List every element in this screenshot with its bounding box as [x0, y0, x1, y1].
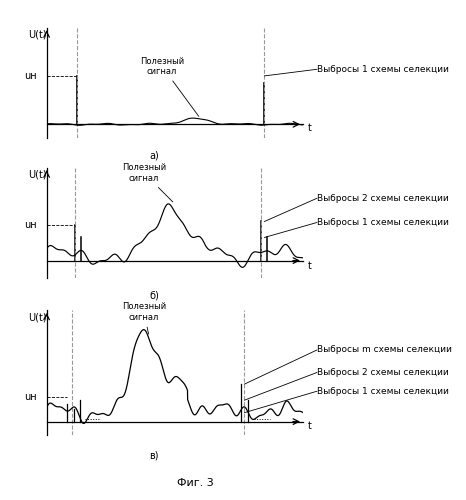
Text: Полезный
сигнал: Полезный сигнал — [140, 56, 199, 116]
Text: Выбросы m схемы селекции: Выбросы m схемы селекции — [317, 346, 452, 354]
Text: Выбросы 2 схемы селекции: Выбросы 2 схемы селекции — [317, 368, 449, 377]
Text: Выбросы 1 схемы селекции: Выбросы 1 схемы селекции — [317, 387, 449, 396]
Text: Выбросы 2 схемы селекции: Выбросы 2 схемы селекции — [317, 194, 449, 203]
Text: t: t — [308, 124, 312, 134]
Text: U(t): U(t) — [28, 312, 47, 322]
Text: Выбросы 1 схемы селекции: Выбросы 1 схемы селекции — [317, 65, 449, 74]
Text: Полезный
сигнал: Полезный сигнал — [122, 302, 166, 334]
Text: t: t — [308, 420, 312, 430]
Text: uн: uн — [24, 220, 36, 230]
Text: в): в) — [150, 450, 159, 460]
Text: Полезный
сигнал: Полезный сигнал — [122, 164, 173, 202]
Text: a): a) — [150, 150, 159, 160]
Text: t: t — [308, 260, 312, 270]
Text: U(t): U(t) — [28, 170, 47, 179]
Text: Фиг. 3: Фиг. 3 — [178, 478, 214, 488]
Text: uн: uн — [24, 392, 36, 402]
Text: uн: uн — [24, 71, 36, 81]
Text: Выбросы 1 схемы селекции: Выбросы 1 схемы селекции — [317, 218, 449, 227]
Text: U(t): U(t) — [28, 30, 47, 40]
Text: б): б) — [149, 290, 159, 300]
